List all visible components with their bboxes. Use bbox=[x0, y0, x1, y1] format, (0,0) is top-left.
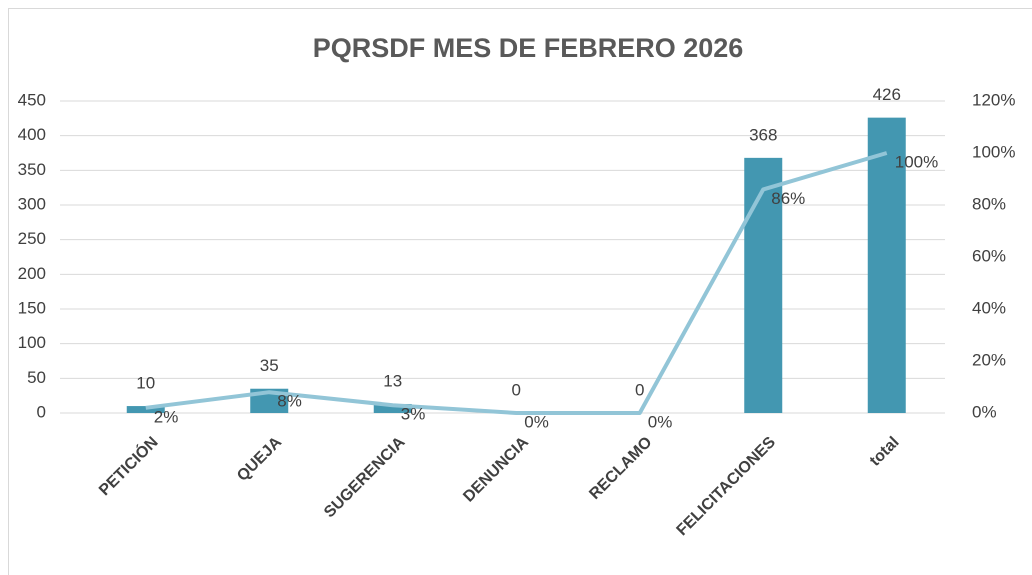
y-tick-label: 50 bbox=[27, 368, 46, 387]
line-value-label: 8% bbox=[277, 392, 302, 411]
line-value-label: 3% bbox=[401, 405, 426, 424]
line-value-label: 2% bbox=[154, 407, 179, 426]
y2-tick-label: 120% bbox=[972, 90, 1015, 109]
bar bbox=[744, 157, 783, 413]
line bbox=[145, 151, 888, 415]
x-tick-label: RECLAMO bbox=[586, 434, 655, 503]
y-tick-label: 400 bbox=[18, 125, 46, 144]
y2-tick-label: 100% bbox=[972, 142, 1015, 161]
bar bbox=[867, 117, 906, 413]
x-tick-label: FELICITACIONES bbox=[674, 434, 780, 540]
bar-value-label: 426 bbox=[873, 85, 901, 104]
x-tick-label: DENUNCIA bbox=[460, 433, 532, 505]
line-value-label: 86% bbox=[771, 189, 805, 208]
y2-tick-label: 60% bbox=[972, 246, 1006, 265]
line-value-label: 0% bbox=[524, 412, 549, 431]
bar-value-label: 0 bbox=[635, 380, 644, 399]
bar-value-label: 13 bbox=[383, 371, 402, 390]
x-tick-label: PETICIÓN bbox=[95, 432, 162, 499]
bar-value-label: 0 bbox=[512, 380, 521, 399]
line-value-label: 0% bbox=[648, 412, 673, 431]
y-tick-label: 450 bbox=[18, 90, 46, 109]
bar-value-label: 35 bbox=[260, 356, 279, 375]
x-tick-label: QUEJA bbox=[234, 433, 285, 484]
x-tick-label: SUGERENCIA bbox=[321, 433, 409, 521]
bar bbox=[126, 406, 165, 413]
y-tick-label: 300 bbox=[18, 194, 46, 213]
y-tick-label: 150 bbox=[18, 298, 46, 317]
bar bbox=[373, 403, 412, 413]
y2-tick-label: 0% bbox=[972, 402, 997, 421]
y-tick-label: 200 bbox=[18, 264, 46, 283]
y-tick-label: 100 bbox=[18, 333, 46, 352]
y-tick-label: 0 bbox=[37, 402, 46, 421]
y-tick-label: 250 bbox=[18, 229, 46, 248]
x-tick-label: total bbox=[867, 434, 903, 470]
bar-value-label: 368 bbox=[749, 125, 777, 144]
bar-value-label: 10 bbox=[136, 374, 155, 393]
chart-title: PQRSDF MES DE FEBRERO 2026 bbox=[313, 33, 744, 63]
y2-tick-label: 20% bbox=[972, 350, 1006, 369]
line-value-label: 100% bbox=[895, 152, 938, 171]
y-tick-label: 350 bbox=[18, 160, 46, 179]
y2-tick-label: 40% bbox=[972, 298, 1006, 317]
chart-border bbox=[8, 8, 1032, 575]
y2-tick-label: 80% bbox=[972, 194, 1006, 213]
